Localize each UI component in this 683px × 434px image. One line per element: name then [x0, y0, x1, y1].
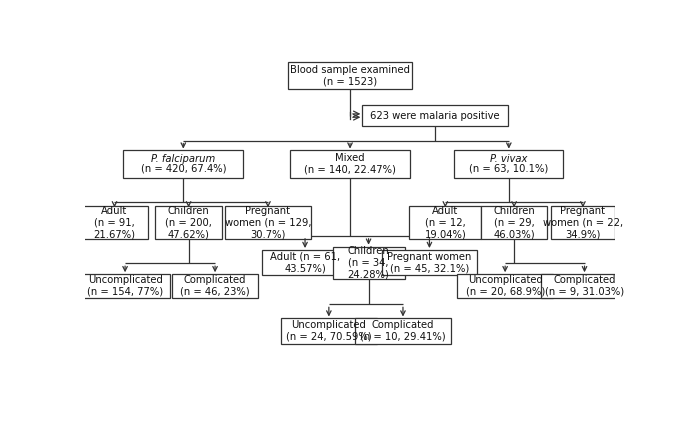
Text: Complicated
(n = 10, 29.41%): Complicated (n = 10, 29.41%) — [360, 320, 446, 342]
Text: P. falciparum: P. falciparum — [151, 155, 215, 164]
Text: Children
(n = 200,
47.62%): Children (n = 200, 47.62%) — [165, 206, 212, 239]
Text: Adult (n = 61,
43.57%): Adult (n = 61, 43.57%) — [270, 252, 340, 273]
Text: (n = 420, 67.4%): (n = 420, 67.4%) — [141, 164, 226, 174]
FancyBboxPatch shape — [225, 207, 311, 239]
Text: Complicated
(n = 9, 31.03%): Complicated (n = 9, 31.03%) — [545, 275, 624, 297]
Text: Uncomplicated
(n = 24, 70.59%): Uncomplicated (n = 24, 70.59%) — [286, 320, 372, 342]
FancyBboxPatch shape — [262, 250, 348, 275]
FancyBboxPatch shape — [409, 207, 482, 239]
Text: Pregnant women
(n = 45, 32.1%): Pregnant women (n = 45, 32.1%) — [387, 252, 472, 273]
FancyBboxPatch shape — [333, 247, 404, 279]
FancyBboxPatch shape — [288, 62, 413, 89]
Text: Blood sample examined
(n = 1523): Blood sample examined (n = 1523) — [290, 65, 410, 86]
FancyBboxPatch shape — [290, 151, 410, 178]
Text: Children
(n = 34,
24.28%): Children (n = 34, 24.28%) — [348, 246, 389, 279]
Text: Children
(n = 29,
46.03%): Children (n = 29, 46.03%) — [493, 206, 535, 239]
FancyBboxPatch shape — [81, 207, 148, 239]
FancyBboxPatch shape — [124, 151, 243, 178]
FancyBboxPatch shape — [481, 207, 548, 239]
FancyBboxPatch shape — [551, 207, 615, 239]
Text: Pregnant
women (n = 129,
30.7%): Pregnant women (n = 129, 30.7%) — [225, 206, 311, 239]
FancyBboxPatch shape — [80, 274, 170, 298]
FancyBboxPatch shape — [355, 319, 451, 344]
FancyBboxPatch shape — [281, 319, 377, 344]
Text: Uncomplicated
(n = 20, 68.9%): Uncomplicated (n = 20, 68.9%) — [466, 275, 545, 297]
Text: Complicated
(n = 46, 23%): Complicated (n = 46, 23%) — [180, 275, 250, 297]
Text: Adult
(n = 12,
19.04%): Adult (n = 12, 19.04%) — [424, 206, 466, 239]
FancyBboxPatch shape — [172, 274, 257, 298]
Text: Uncomplicated
(n = 154, 77%): Uncomplicated (n = 154, 77%) — [87, 275, 163, 297]
Text: (n = 63, 10.1%): (n = 63, 10.1%) — [469, 164, 548, 174]
Text: 623 were malaria positive: 623 were malaria positive — [370, 111, 499, 121]
FancyBboxPatch shape — [155, 207, 222, 239]
Text: Mixed
(n = 140, 22.47%): Mixed (n = 140, 22.47%) — [304, 153, 396, 175]
FancyBboxPatch shape — [362, 105, 507, 126]
Text: Pregnant
women (n = 22,
34.9%): Pregnant women (n = 22, 34.9%) — [543, 206, 623, 239]
FancyBboxPatch shape — [457, 274, 553, 298]
FancyBboxPatch shape — [541, 274, 628, 298]
FancyBboxPatch shape — [382, 250, 477, 275]
FancyBboxPatch shape — [454, 151, 563, 178]
Text: Adult
(n = 91,
21.67%): Adult (n = 91, 21.67%) — [94, 206, 135, 239]
Text: P. vivax: P. vivax — [490, 155, 527, 164]
